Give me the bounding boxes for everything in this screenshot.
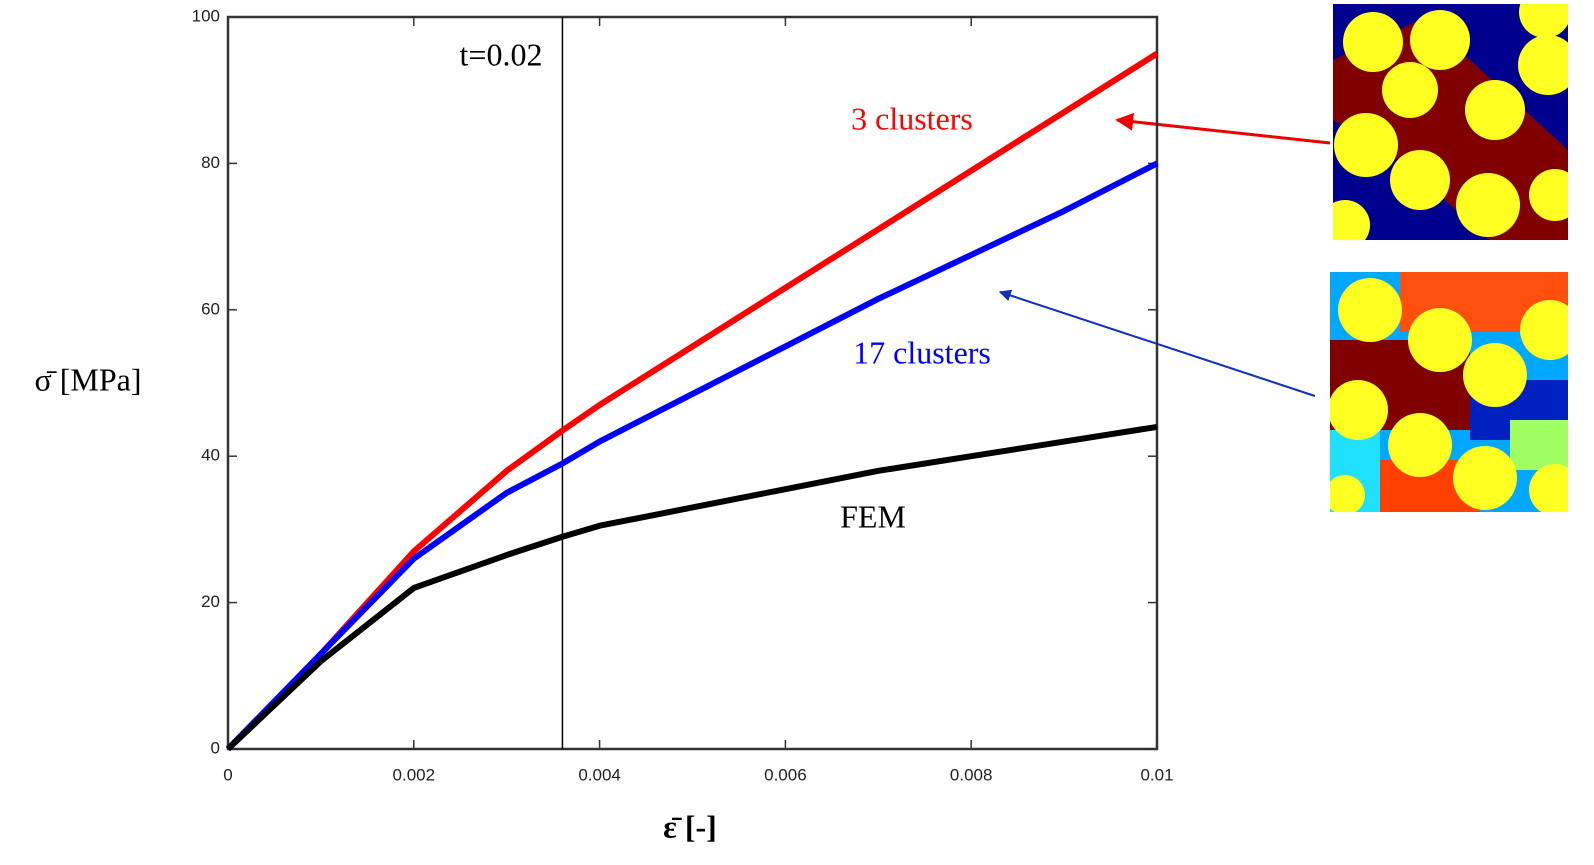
microstructure-3 [1333,4,1568,240]
series-label: 17 clusters [853,334,991,370]
y-tick-label: 60 [201,299,220,318]
annotation: t=0.02 [460,36,543,72]
y-tick-label: 20 [201,592,220,611]
y-tick-label: 80 [201,153,220,172]
series-label: 3 clusters [851,100,973,136]
plot-frame [226,15,1159,751]
x-tick-label: 0.008 [950,765,993,784]
x-tick-label: 0.002 [393,765,436,784]
series-line [225,160,1159,752]
x-tick-label: 0.004 [578,765,621,784]
y-tick-label: 40 [201,446,220,465]
y-axis-label: σ̄ [MPa] [34,361,141,397]
x-tick-label: 0 [223,765,232,784]
x-tick-label: 0.006 [764,765,807,784]
x-axis-label: ε̄ [-] [663,808,717,844]
y-tick-label: 100 [192,6,220,25]
series-label: FEM [840,498,906,534]
microstructure-17 [1330,272,1568,512]
series-line [225,423,1158,752]
x-tick-label: 0.01 [1140,765,1173,784]
y-tick-label: 0 [211,738,220,757]
series-line [225,51,1159,752]
arrow [1115,112,1331,145]
